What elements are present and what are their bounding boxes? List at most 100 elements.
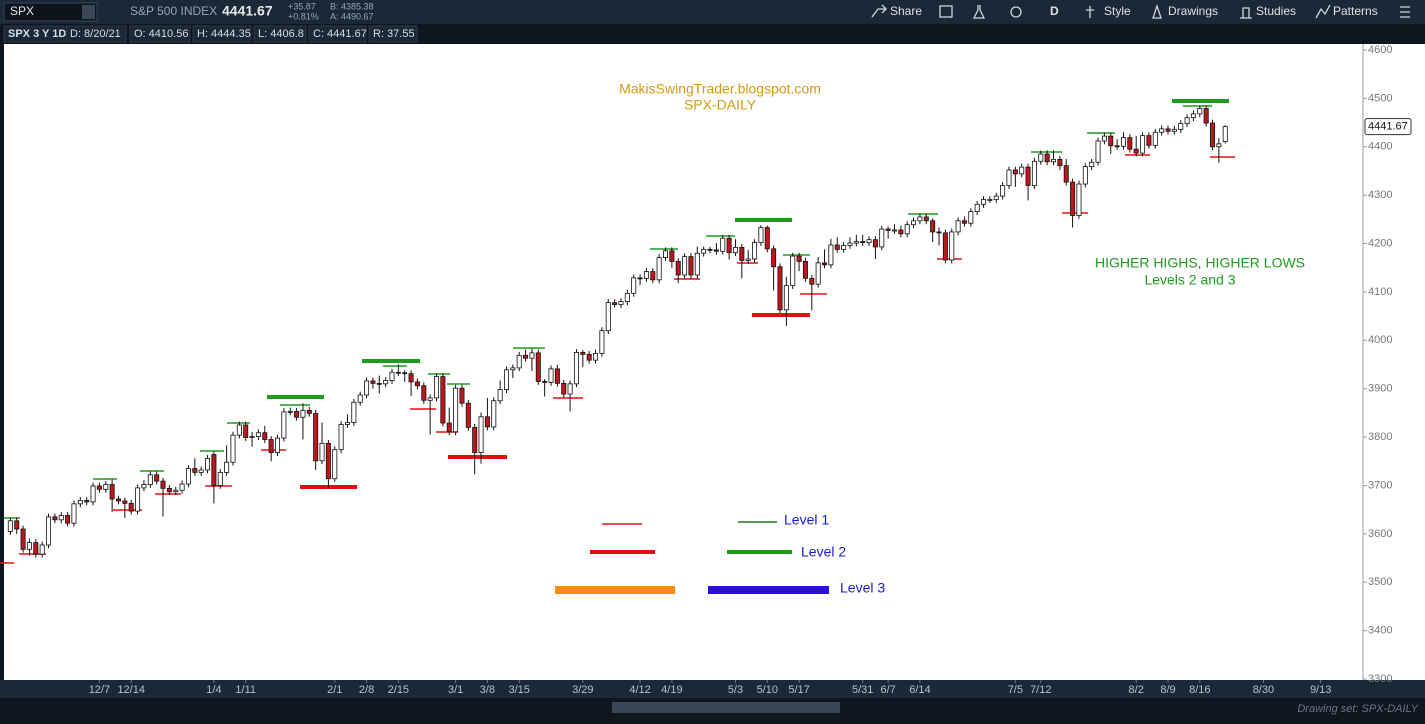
style-button[interactable]: Style xyxy=(1104,4,1131,18)
x-tick-label: 5/31 xyxy=(852,684,873,696)
info-box xyxy=(192,25,252,43)
candle-body xyxy=(402,372,408,375)
x-tick-label: 9/13 xyxy=(1310,684,1331,696)
candle-body xyxy=(236,424,242,436)
y-tick-label: 3600 xyxy=(1368,528,1392,540)
flask-icon[interactable] xyxy=(972,5,986,19)
candle-body xyxy=(968,211,974,224)
x-tick-label: 4/12 xyxy=(629,684,650,696)
candle-body xyxy=(535,352,541,382)
symbol-dropdown[interactable] xyxy=(82,5,95,19)
candle-body xyxy=(898,229,904,235)
candle-body xyxy=(828,244,834,266)
candle-body xyxy=(911,220,917,226)
candle-body xyxy=(1127,137,1133,150)
settings-icon[interactable] xyxy=(1010,6,1022,18)
candle-body xyxy=(65,515,71,524)
candle-body xyxy=(128,502,134,512)
annotation: SPX-DAILY xyxy=(684,97,757,113)
candle-body xyxy=(904,224,910,235)
info-item: H: 4444.35 xyxy=(197,28,251,40)
candle-body xyxy=(1152,131,1158,146)
candle-body xyxy=(981,199,987,205)
y-tick-label: 4000 xyxy=(1368,334,1392,346)
drawings-icon[interactable] xyxy=(1152,3,1162,19)
style-icon[interactable] xyxy=(1086,6,1094,18)
candle-body xyxy=(389,371,395,381)
price-tag xyxy=(1364,118,1412,136)
x-tick-label: 1/11 xyxy=(235,684,256,696)
patterns-button[interactable]: Patterns xyxy=(1333,4,1378,18)
plot-area xyxy=(4,44,1363,680)
candle-body xyxy=(1178,123,1184,130)
candle-body xyxy=(459,387,465,404)
symbol[interactable]: SPX xyxy=(10,4,34,18)
candle-body xyxy=(529,352,535,359)
y-tick-label: 4500 xyxy=(1368,92,1392,104)
candle-body xyxy=(52,516,58,521)
candle-body xyxy=(974,203,980,213)
studies-icon[interactable] xyxy=(1240,7,1252,19)
candle-body xyxy=(1108,135,1114,147)
change-pct: +0.81% xyxy=(288,11,319,21)
candle-body xyxy=(344,422,350,425)
symbol-box[interactable] xyxy=(3,2,98,22)
candle-body xyxy=(484,416,490,428)
layout-icon[interactable] xyxy=(939,5,953,18)
candle-body xyxy=(395,371,401,374)
aggregation-button[interactable]: D xyxy=(1050,4,1059,18)
candle-body xyxy=(764,227,770,250)
candle-body xyxy=(294,411,300,418)
candle-body xyxy=(205,457,211,471)
info-box xyxy=(253,25,307,43)
x-tick-label: 4/19 xyxy=(661,684,682,696)
candle-body xyxy=(1184,117,1190,124)
x-tick-label: 12/7 xyxy=(89,684,110,696)
candle-body xyxy=(853,241,859,244)
candle-body xyxy=(306,410,312,414)
share-button[interactable]: Share xyxy=(890,4,922,18)
candle-body xyxy=(370,380,376,384)
scrollbar-thumb[interactable] xyxy=(612,702,840,713)
candle-body xyxy=(497,389,503,402)
candle-body xyxy=(1101,135,1107,142)
x-tick-label: 7/12 xyxy=(1030,684,1051,696)
candle-body xyxy=(1012,169,1018,175)
candle-body xyxy=(338,424,344,451)
candle-body xyxy=(1095,140,1101,163)
candle-body xyxy=(694,252,700,276)
candle-body xyxy=(7,520,13,532)
candle-body xyxy=(1038,153,1044,162)
candle-body xyxy=(593,352,599,361)
candle-body xyxy=(783,285,789,311)
patterns-icon[interactable] xyxy=(1315,4,1331,19)
drawing-set: Drawing set: SPX-DAILY xyxy=(1297,703,1418,715)
y-tick-label: 4100 xyxy=(1368,286,1392,298)
candle-body xyxy=(33,542,39,555)
candle-body xyxy=(1031,160,1037,186)
studies-button[interactable]: Studies xyxy=(1256,4,1296,18)
toolbar-icons xyxy=(871,3,1410,19)
menu-icon[interactable] xyxy=(1400,6,1410,18)
drawings xyxy=(0,99,1235,594)
candle-body xyxy=(573,352,579,385)
candle-body xyxy=(109,484,115,500)
candle-body xyxy=(961,220,967,224)
share-icon[interactable] xyxy=(871,4,887,18)
info-item: R: 37.55 xyxy=(373,28,415,40)
candle-body xyxy=(936,231,942,234)
candle-body xyxy=(376,382,382,385)
candle-body xyxy=(1146,135,1152,146)
candle-body xyxy=(421,385,427,401)
candle-body xyxy=(90,485,96,503)
drawings-button[interactable]: Drawings xyxy=(1168,4,1218,18)
candle-body xyxy=(834,244,840,250)
candle-body xyxy=(408,373,414,383)
candle-body xyxy=(885,228,891,231)
candle-body xyxy=(262,432,268,440)
info-box xyxy=(308,25,367,43)
candle-body xyxy=(758,227,764,243)
candles xyxy=(7,105,1228,558)
